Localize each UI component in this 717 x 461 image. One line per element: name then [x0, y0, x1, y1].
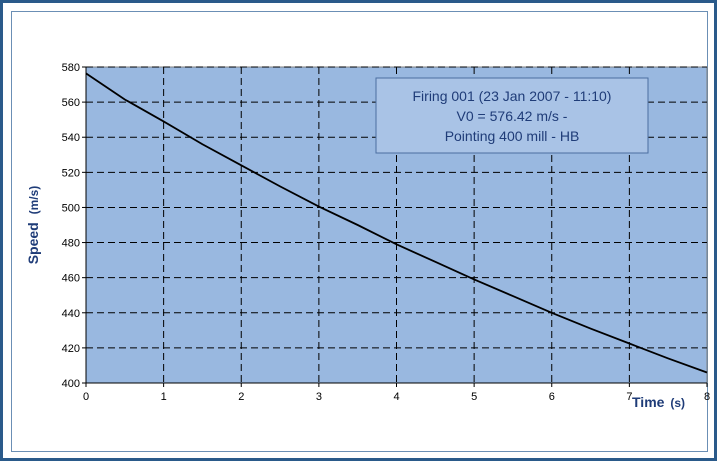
y-axis-title: Speed (m/s) [25, 186, 41, 265]
y-tick-label: 440 [62, 308, 80, 320]
series-line [85, 72, 708, 374]
y-axis-label: Speed [25, 222, 41, 264]
annotation-box [375, 77, 649, 154]
y-tick-label: 540 [62, 132, 80, 144]
y-tick-label: 460 [62, 273, 80, 285]
annotation-line: Pointing 400 mill - HB [445, 128, 580, 144]
annotation-text: Firing 001 (23 Jan 2007 - 11:10) V0 = 576… [413, 88, 612, 144]
y-tick-label: 580 [62, 62, 80, 74]
y-tick-labels: 400 420 440 460 480 500 520 540 560 580 [62, 62, 86, 390]
x-axis-label: Time [632, 394, 665, 410]
x-tick-label: 5 [471, 391, 477, 403]
x-tick-label: 1 [161, 391, 167, 403]
y-tick-label: 500 [62, 202, 80, 214]
x-tick-label: 7 [626, 391, 632, 403]
y-tick-label: 420 [62, 343, 80, 355]
annotation-line: V0 = 576.42 m/s - [457, 108, 568, 124]
x-tick-label: 4 [393, 391, 399, 403]
x-tick-label: 6 [549, 391, 555, 403]
annotation-line: Firing 001 (23 Jan 2007 - 11:10) [413, 88, 612, 104]
y-tick-label: 560 [62, 97, 80, 109]
y-axis-unit: (m/s) [27, 186, 41, 215]
y-tick-label: 520 [62, 167, 80, 179]
y-tick-label: 400 [62, 378, 80, 390]
x-axis-unit: (s) [670, 396, 685, 410]
x-axis-title: Time (s) [632, 394, 685, 410]
x-tick-label: 8 [704, 391, 710, 403]
y-tick-label: 480 [62, 238, 80, 250]
x-tick-label: 3 [316, 391, 322, 403]
x-tick-label: 0 [83, 391, 89, 403]
x-tick-labels: 0 1 2 3 4 5 6 7 8 [83, 383, 710, 403]
x-tick-label: 2 [238, 391, 244, 403]
